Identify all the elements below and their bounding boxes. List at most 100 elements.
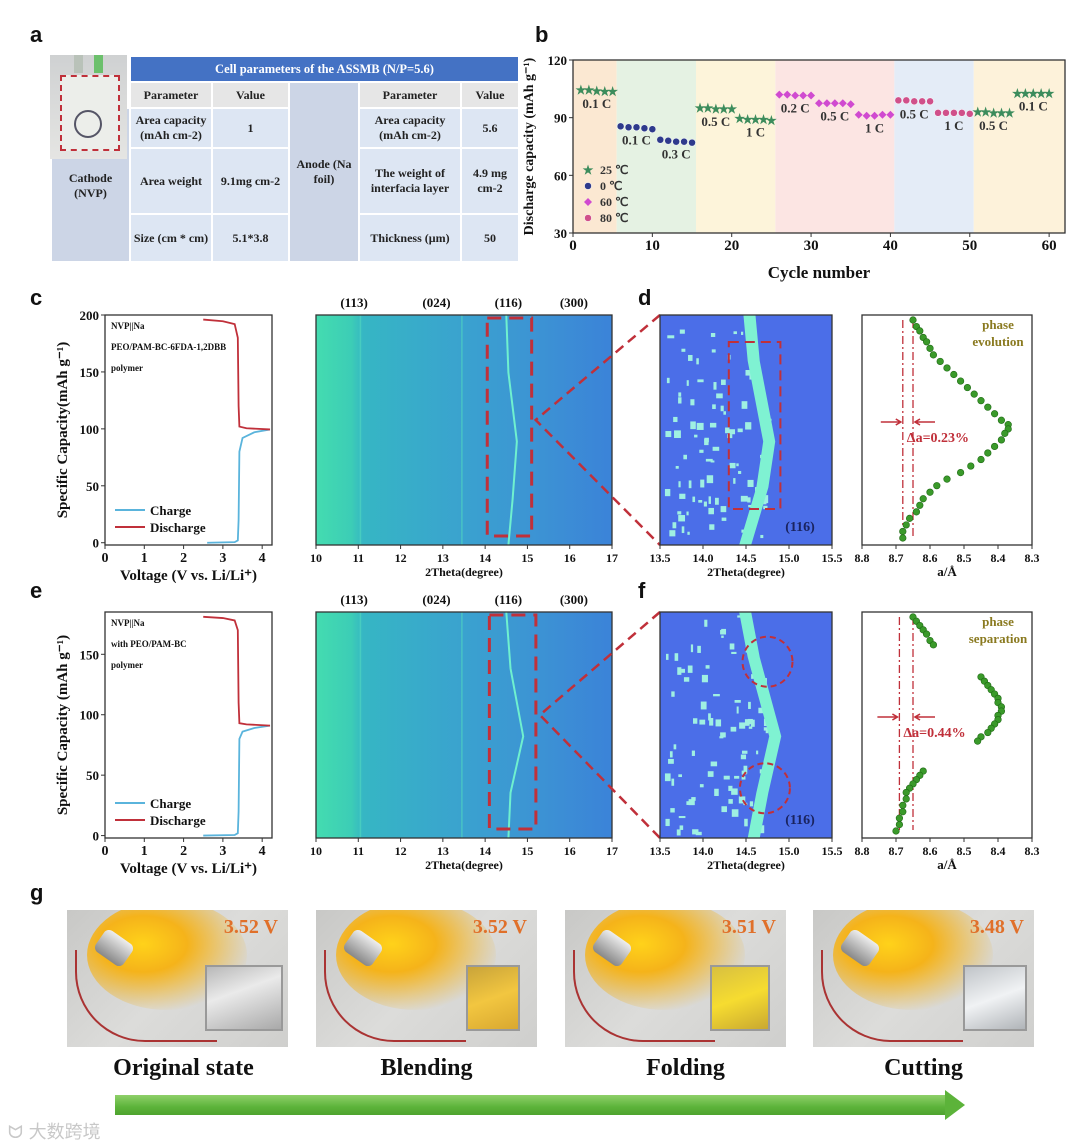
table-cell: Area weight bbox=[129, 147, 213, 215]
x-tick-label: 14.0 bbox=[693, 844, 714, 858]
demo-photo-original: 3.52 V bbox=[67, 910, 288, 1047]
speckle bbox=[695, 831, 702, 836]
lattice-point bbox=[970, 390, 978, 398]
data-point bbox=[894, 96, 903, 105]
speckle bbox=[739, 722, 746, 729]
speckle bbox=[666, 377, 670, 384]
x-tick-label: 40 bbox=[883, 238, 898, 254]
data-point bbox=[910, 97, 918, 106]
data-point: ★ bbox=[703, 101, 714, 115]
speckle bbox=[721, 635, 724, 638]
speckle bbox=[686, 380, 689, 386]
speckle bbox=[690, 644, 694, 653]
rate-label: 0.5 C bbox=[979, 118, 1008, 133]
x-tick-label: 0 bbox=[102, 551, 109, 566]
data-point: ★ bbox=[766, 114, 777, 128]
speckle bbox=[705, 458, 713, 462]
x-tick-label: 0 bbox=[569, 238, 577, 254]
data-point bbox=[950, 109, 958, 117]
speckle bbox=[758, 707, 765, 714]
lattice-point bbox=[916, 327, 924, 335]
x-tick-label: 3 bbox=[219, 551, 226, 566]
speckle bbox=[675, 465, 679, 469]
x-tick-label: 13 bbox=[437, 844, 449, 858]
wire bbox=[75, 950, 217, 1042]
x-tick-label: 8.6 bbox=[923, 844, 938, 858]
speckle bbox=[704, 619, 708, 627]
speckle bbox=[694, 434, 698, 438]
speckle bbox=[748, 726, 753, 729]
speckle bbox=[763, 497, 767, 505]
y-tick-label: 150 bbox=[80, 647, 100, 662]
plot-title: phase bbox=[982, 317, 1014, 332]
data-point bbox=[815, 99, 823, 108]
x-tick-label: 4 bbox=[259, 844, 266, 859]
data-point bbox=[807, 91, 816, 100]
speckle bbox=[700, 701, 707, 710]
panel-label-e: e bbox=[30, 578, 43, 603]
speckle bbox=[747, 479, 754, 487]
speckle bbox=[713, 694, 720, 697]
speckle bbox=[759, 825, 765, 834]
legend-marker bbox=[584, 198, 592, 206]
speckle bbox=[716, 393, 723, 399]
plot-bg bbox=[862, 612, 1032, 838]
speckle bbox=[714, 788, 719, 797]
curve-charge bbox=[203, 724, 271, 837]
lattice-point bbox=[943, 364, 951, 372]
lattice-point bbox=[916, 501, 924, 509]
data-point: ★ bbox=[742, 113, 753, 127]
x-tick-label: 1 bbox=[141, 551, 148, 566]
speckle bbox=[736, 463, 739, 467]
speckle bbox=[696, 422, 704, 430]
speckle bbox=[679, 825, 684, 830]
plot-title: separation bbox=[969, 631, 1028, 646]
x-tick-label: 3 bbox=[219, 844, 226, 859]
speckle bbox=[712, 404, 716, 410]
sample-annotation: polymer bbox=[111, 363, 143, 373]
speckle bbox=[698, 500, 703, 503]
panel-label-a: a bbox=[30, 22, 43, 47]
lattice-point bbox=[926, 344, 934, 352]
data-point: ★ bbox=[1036, 87, 1047, 101]
y-axis-label: Discharge capacity (mAh g⁻¹) bbox=[522, 57, 537, 235]
xrd-heatmap bbox=[316, 612, 612, 838]
speckle bbox=[745, 422, 752, 430]
speckle bbox=[741, 776, 746, 780]
y-tick-label: 0 bbox=[93, 829, 100, 844]
speckle bbox=[728, 785, 733, 791]
x-tick-label: 16 bbox=[564, 844, 576, 858]
speckle bbox=[664, 773, 671, 782]
speckle bbox=[671, 691, 675, 697]
data-point: ★ bbox=[576, 83, 587, 97]
speckle bbox=[731, 651, 737, 654]
table-header: Parameter bbox=[129, 81, 213, 109]
cell-tab bbox=[74, 55, 83, 73]
speckle bbox=[674, 653, 679, 661]
data-point bbox=[775, 90, 784, 99]
speckle bbox=[738, 470, 742, 474]
x-tick-label: 14 bbox=[479, 551, 491, 565]
rate-label: 0.5 C bbox=[701, 114, 730, 129]
speckle bbox=[728, 429, 736, 435]
speckle bbox=[741, 331, 744, 335]
x-tick-label: 8.3 bbox=[1025, 844, 1040, 858]
temperature-band bbox=[696, 60, 776, 233]
data-point bbox=[648, 125, 657, 133]
speckle bbox=[741, 401, 748, 409]
speckle bbox=[729, 462, 736, 469]
delta-a-label: Δa=0.44% bbox=[903, 726, 965, 741]
data-point bbox=[870, 111, 879, 120]
x-tick-label: 17 bbox=[606, 551, 618, 565]
speckle bbox=[686, 801, 693, 805]
speckle bbox=[687, 531, 690, 535]
x-tick-label: 2 bbox=[180, 844, 187, 859]
speckle bbox=[692, 496, 696, 503]
speckle bbox=[703, 501, 707, 507]
x-tick-label: 14.5 bbox=[736, 844, 757, 858]
speckle bbox=[673, 416, 678, 423]
x-tick-label: 12 bbox=[395, 844, 407, 858]
x-tick-label: 10 bbox=[310, 844, 322, 858]
x-tick-label: 8.6 bbox=[923, 551, 938, 565]
y-tick-label: 60 bbox=[554, 168, 567, 183]
